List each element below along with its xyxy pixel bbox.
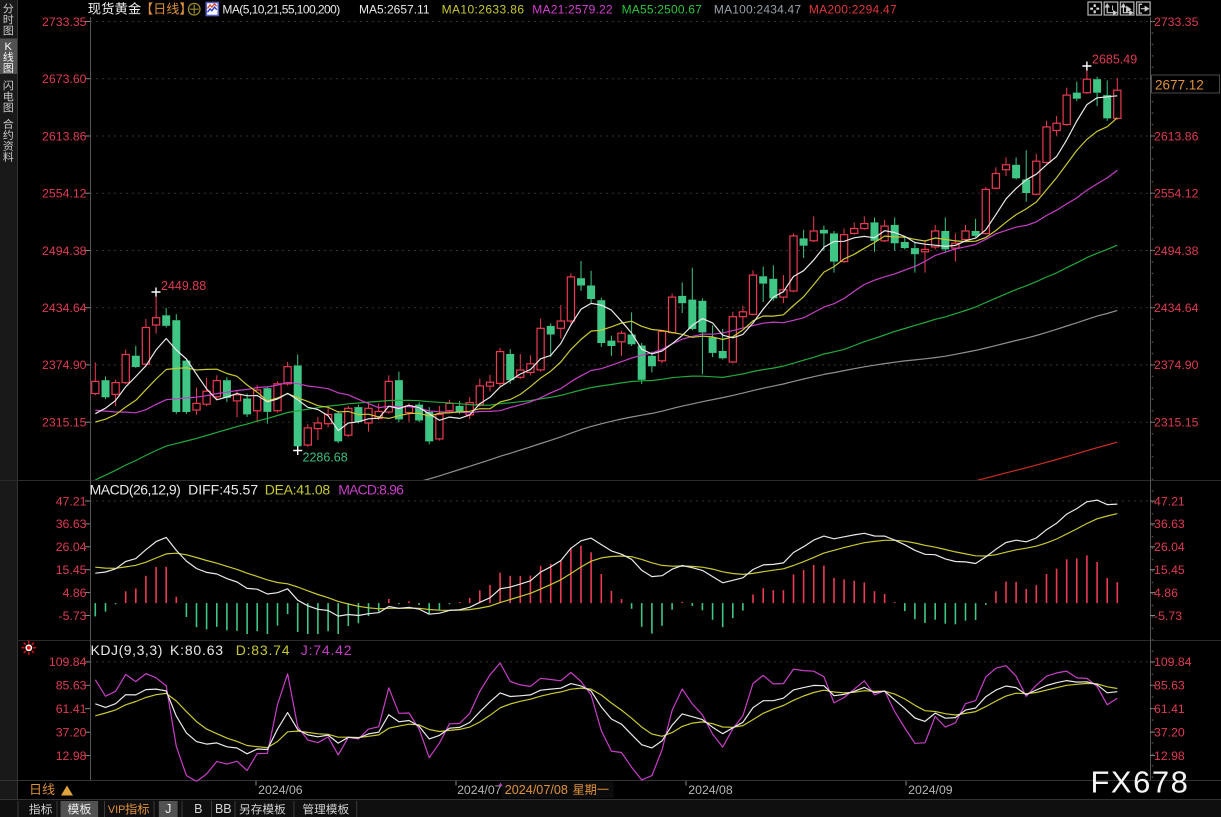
svg-text:2374.90: 2374.90 [1154,358,1199,372]
svg-text:2733.35: 2733.35 [42,15,87,29]
svg-text:K: K [5,41,13,53]
svg-text:FX678: FX678 [1091,765,1190,800]
svg-text:MA(5,10,21,55,100,200): MA(5,10,21,55,100,200) [222,3,340,17]
svg-text:K:80.63: K:80.63 [170,642,224,658]
svg-text:2024/07/08: 2024/07/08 [505,783,568,797]
svg-text:2677.12: 2677.12 [1155,78,1204,93]
svg-text:26.04: 26.04 [1154,540,1185,554]
svg-text:MACD:8.96: MACD:8.96 [338,482,404,498]
svg-text:85.63: 85.63 [56,679,87,693]
svg-text:2024/06: 2024/06 [258,783,303,797]
svg-text:2673.60: 2673.60 [42,72,87,86]
svg-text:12.98: 12.98 [56,749,87,763]
svg-text:2494.38: 2494.38 [42,244,87,258]
svg-text:2024/07: 2024/07 [457,783,502,797]
svg-text:MA100:2434.47: MA100:2434.47 [714,3,801,17]
svg-text:J:74.42: J:74.42 [301,642,353,658]
svg-text:MA55:2500.67: MA55:2500.67 [622,3,703,17]
svg-text:DIFF:45.57: DIFF:45.57 [188,482,258,498]
svg-text:2613.86: 2613.86 [42,129,87,143]
svg-text:36.63: 36.63 [56,517,87,531]
svg-text:2024/08: 2024/08 [688,783,733,797]
svg-text:B: B [194,802,202,816]
svg-text:2315.15: 2315.15 [1154,416,1199,430]
svg-text:109.84: 109.84 [49,655,87,669]
svg-text:2286.68: 2286.68 [303,451,348,465]
svg-text:VIP: VIP [108,804,125,816]
svg-text:J: J [165,802,171,816]
svg-text:MACD(26,12,9): MACD(26,12,9) [90,482,181,498]
svg-text:2374.90: 2374.90 [42,358,87,372]
svg-text:MA10:2633.86: MA10:2633.86 [442,3,525,17]
svg-text:47.21: 47.21 [1154,494,1185,508]
svg-text:2554.12: 2554.12 [1154,187,1199,201]
svg-text:BB: BB [215,802,232,816]
svg-text:-5.73: -5.73 [58,609,86,623]
svg-text:37.20: 37.20 [56,726,87,740]
svg-text:2494.38: 2494.38 [1154,244,1199,258]
svg-text:26.04: 26.04 [56,540,87,554]
svg-text:2554.12: 2554.12 [42,187,87,201]
svg-text:4.86: 4.86 [63,586,87,600]
svg-text:12.98: 12.98 [1154,749,1185,763]
svg-text:15.45: 15.45 [1154,563,1185,577]
svg-text:61.41: 61.41 [1154,702,1185,716]
svg-text:36.63: 36.63 [1154,517,1185,531]
svg-text:MA5:2657.11: MA5:2657.11 [359,3,430,17]
svg-text:MA21:2579.22: MA21:2579.22 [532,3,613,17]
svg-text:47.21: 47.21 [56,494,87,508]
svg-text:2434.64: 2434.64 [42,301,87,315]
svg-text:37.20: 37.20 [1154,726,1185,740]
svg-text:2733.35: 2733.35 [1154,15,1199,29]
svg-text:DEA:41.08: DEA:41.08 [265,482,331,498]
svg-text:2685.49: 2685.49 [1092,53,1137,67]
svg-text:MA200:2294.47: MA200:2294.47 [809,3,897,17]
svg-text:2449.88: 2449.88 [161,279,206,293]
svg-text:2434.64: 2434.64 [1154,301,1199,315]
svg-text:2024/09: 2024/09 [908,783,953,797]
svg-text:-5.73: -5.73 [1154,609,1182,623]
svg-text:85.63: 85.63 [1154,679,1185,693]
svg-text:2613.86: 2613.86 [1154,129,1199,143]
svg-text:2315.15: 2315.15 [42,416,87,430]
svg-text:4.86: 4.86 [1154,586,1178,600]
svg-text:61.41: 61.41 [56,702,87,716]
svg-text:D:83.74: D:83.74 [236,642,291,658]
svg-text:109.84: 109.84 [1154,655,1192,669]
svg-text:15.45: 15.45 [56,563,87,577]
svg-text:KDJ(9,3,3): KDJ(9,3,3) [91,642,163,658]
